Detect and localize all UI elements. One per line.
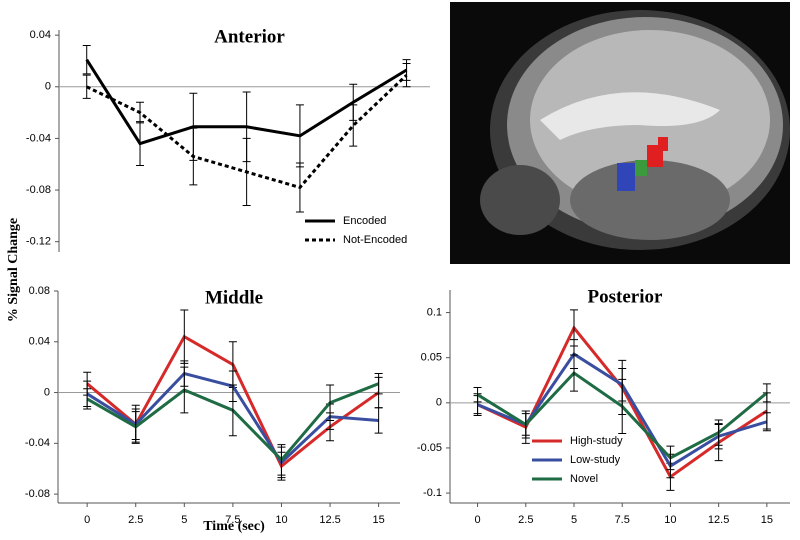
error-bar	[82, 74, 91, 99]
error-bar	[714, 419, 723, 446]
brain-image	[450, 2, 790, 264]
y-tick-label: 0.04	[30, 29, 51, 41]
y-tick-label: 0.1	[427, 306, 442, 318]
chart-title: Anterior	[214, 26, 285, 47]
error-bar	[521, 413, 530, 436]
x-axis-label: Time (sec)	[203, 519, 265, 534]
error-bar	[570, 354, 579, 392]
error-bar	[295, 162, 304, 213]
x-tick-label: 5	[571, 514, 577, 526]
y-tick-label: 0	[45, 81, 51, 93]
error-bar	[228, 384, 237, 437]
y-tick-label: 0.05	[421, 352, 442, 364]
y-tick-label: -0.08	[26, 184, 51, 196]
x-tick-label: 2.5	[128, 514, 143, 526]
error-bar	[136, 101, 145, 124]
error-bar	[83, 388, 92, 410]
legend-label: Low-study	[570, 454, 621, 466]
y-tick-label: -0.04	[25, 437, 50, 449]
error-bar	[618, 378, 627, 435]
error-bar	[666, 445, 675, 471]
x-tick-label: 0	[475, 514, 481, 526]
y-axis-label: % Signal Change	[6, 218, 21, 322]
legend-label: High-study	[570, 435, 623, 447]
x-tick-label: 0	[84, 514, 90, 526]
y-tick-label: -0.1	[423, 487, 442, 499]
chart-title: Middle	[205, 287, 263, 308]
error-bar	[762, 383, 771, 403]
error-bar	[374, 407, 383, 434]
x-tick-label: 5	[181, 514, 187, 526]
y-tick-label: -0.05	[417, 442, 442, 454]
x-tick-label: 12.5	[319, 514, 340, 526]
error-bar	[277, 444, 286, 476]
chart-title: Posterior	[588, 286, 663, 307]
x-tick-label: 7.5	[225, 514, 240, 526]
error-bar	[180, 366, 189, 414]
error-bar	[242, 137, 251, 207]
y-tick-label: -0.04	[26, 132, 51, 144]
legend-label: Encoded	[343, 215, 386, 227]
error-bar	[82, 44, 91, 75]
x-tick-label: 10	[664, 514, 676, 526]
error-bar	[189, 127, 198, 186]
x-tick-label: 15	[761, 514, 773, 526]
y-tick-label: -0.12	[26, 236, 51, 248]
error-bar	[349, 104, 358, 147]
x-tick-label: 15	[373, 514, 385, 526]
error-bar	[473, 386, 482, 403]
error-bar	[326, 384, 335, 421]
error-bar	[402, 63, 411, 88]
y-tick-label: 0.04	[29, 336, 50, 348]
error-bar	[131, 411, 140, 443]
y-tick-label: 0	[436, 397, 442, 409]
x-tick-label: 12.5	[708, 514, 729, 526]
error-bar	[762, 412, 771, 432]
y-tick-label: -0.08	[25, 488, 50, 500]
error-bar	[374, 373, 383, 395]
y-tick-label: 0.08	[29, 285, 50, 297]
x-tick-label: 7.5	[615, 514, 630, 526]
y-tick-label: 0	[44, 386, 50, 398]
x-tick-label: 2.5	[518, 514, 533, 526]
legend-label: Novel	[570, 473, 598, 485]
legend-label: Not-Encoded	[343, 234, 407, 246]
x-tick-label: 10	[275, 514, 287, 526]
